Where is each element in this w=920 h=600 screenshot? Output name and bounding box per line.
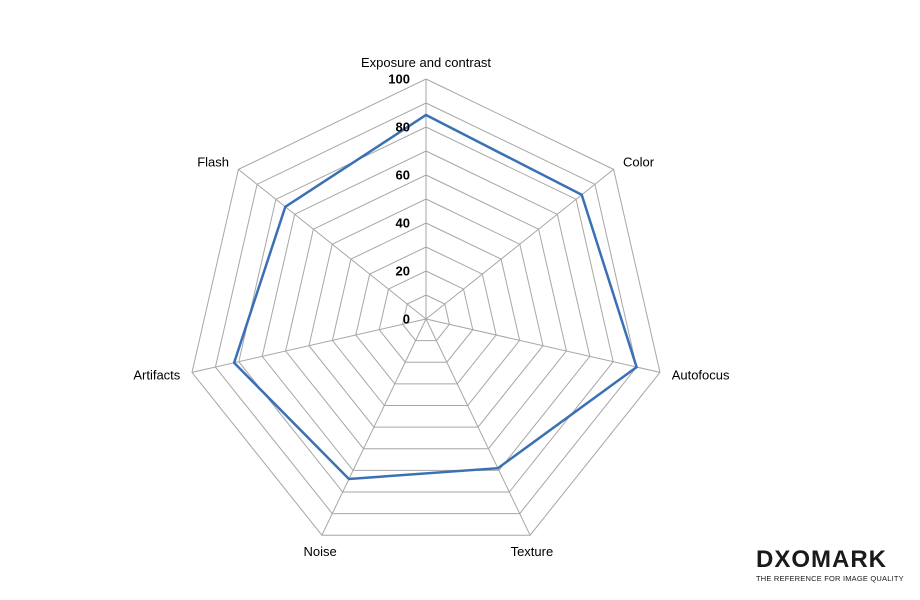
logo-tagline: THE REFERENCE FOR IMAGE QUALITY [756, 574, 904, 583]
tick-label: 40 [396, 216, 410, 231]
grid-ring [261, 150, 591, 471]
tick-label: 20 [396, 264, 410, 279]
grid-ring [238, 126, 614, 493]
axis-label: Noise [303, 544, 336, 559]
axis-label: Texture [511, 544, 554, 559]
axis-label: Exposure and contrast [361, 55, 491, 70]
grid-ring [355, 246, 497, 385]
tick-label: 100 [388, 72, 410, 87]
axis-label: Artifacts [133, 368, 180, 383]
axis-label: Autofocus [672, 368, 730, 383]
radial-tick-labels: 0 20 40 60 80 100 [388, 72, 410, 327]
axis-labels: Exposure and contrast Color Autofocus Textu… [133, 55, 730, 559]
radar-grid [191, 78, 661, 536]
axis-label: Color [623, 154, 655, 169]
axis-label: Flash [197, 154, 229, 169]
grid-ring [191, 78, 661, 536]
radar-spokes [191, 79, 661, 536]
grid-ring [308, 198, 544, 428]
series-line [232, 113, 639, 481]
logo-name: DXOMARK [756, 546, 887, 573]
axis-spoke [425, 169, 614, 320]
axis-spoke [321, 318, 427, 536]
tick-label: 80 [396, 120, 410, 135]
grid-ring [378, 270, 474, 363]
grid-ring [285, 174, 567, 450]
axis-spoke [425, 318, 661, 373]
tick-label: 60 [396, 168, 410, 183]
grid-ring [402, 294, 450, 342]
grid-ring [214, 102, 638, 515]
radar-series [232, 113, 639, 481]
axis-spoke [191, 318, 427, 373]
grid-ring [331, 222, 521, 406]
tick-label: 0 [403, 312, 410, 327]
axis-spoke [425, 318, 531, 536]
dxomark-logo: DXOMARK THE REFERENCE FOR IMAGE QUALITY [756, 548, 906, 588]
axis-spoke [238, 169, 427, 320]
